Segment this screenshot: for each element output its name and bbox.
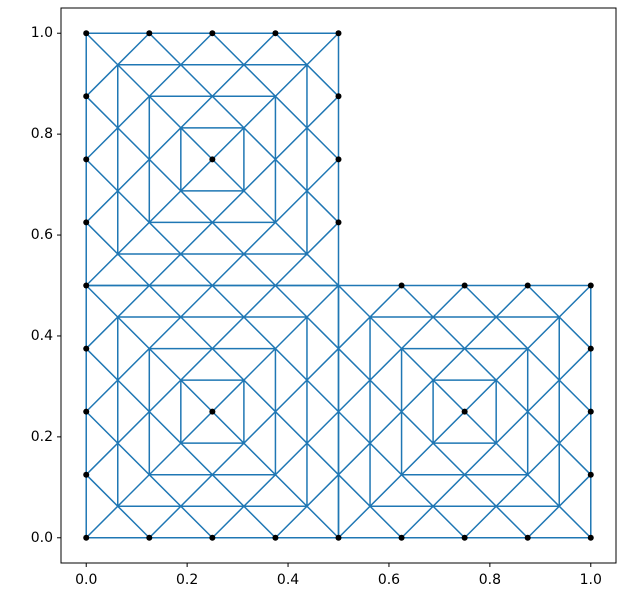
node-point [272, 30, 279, 37]
node-point [335, 156, 342, 163]
node-point [335, 30, 342, 37]
axes-frame [60, 7, 617, 564]
node-point [398, 282, 405, 289]
y-tick-label: 0.8 [31, 126, 53, 142]
node-point [524, 282, 531, 289]
node-point [587, 408, 594, 415]
node-point [209, 534, 216, 541]
node-point [83, 30, 90, 37]
node-point [461, 534, 468, 541]
node-point [209, 30, 216, 37]
node-point [587, 471, 594, 478]
node-point [146, 534, 153, 541]
node-point [83, 345, 90, 352]
node-point [83, 471, 90, 478]
node-point [335, 534, 342, 541]
node-point [83, 534, 90, 541]
node-point [209, 156, 216, 163]
y-tick-label: 0.4 [31, 328, 53, 344]
node-point [83, 219, 90, 226]
y-tick-label: 0.0 [31, 530, 53, 546]
x-tick-label: 0.8 [479, 572, 501, 588]
y-tick-label: 1.0 [31, 25, 53, 41]
y-tick-label: 0.2 [31, 429, 53, 445]
node-point [83, 156, 90, 163]
node-point [335, 219, 342, 226]
node-point [146, 30, 153, 37]
node-point [209, 408, 216, 415]
node-point [587, 282, 594, 289]
x-tick-label: 0.0 [75, 572, 97, 588]
node-point [587, 345, 594, 352]
node-point [335, 93, 342, 100]
node-point [83, 93, 90, 100]
node-point [83, 408, 90, 415]
x-tick-label: 0.2 [176, 572, 198, 588]
node-point [461, 282, 468, 289]
x-tick-label: 0.4 [277, 572, 299, 588]
node-point [524, 534, 531, 541]
node-point [461, 408, 468, 415]
x-tick-label: 1.0 [580, 572, 602, 588]
x-tick-label: 0.6 [378, 572, 400, 588]
node-point [83, 282, 90, 289]
node-point [587, 534, 594, 541]
node-point [398, 534, 405, 541]
y-tick-label: 0.6 [31, 227, 53, 243]
node-point [272, 534, 279, 541]
